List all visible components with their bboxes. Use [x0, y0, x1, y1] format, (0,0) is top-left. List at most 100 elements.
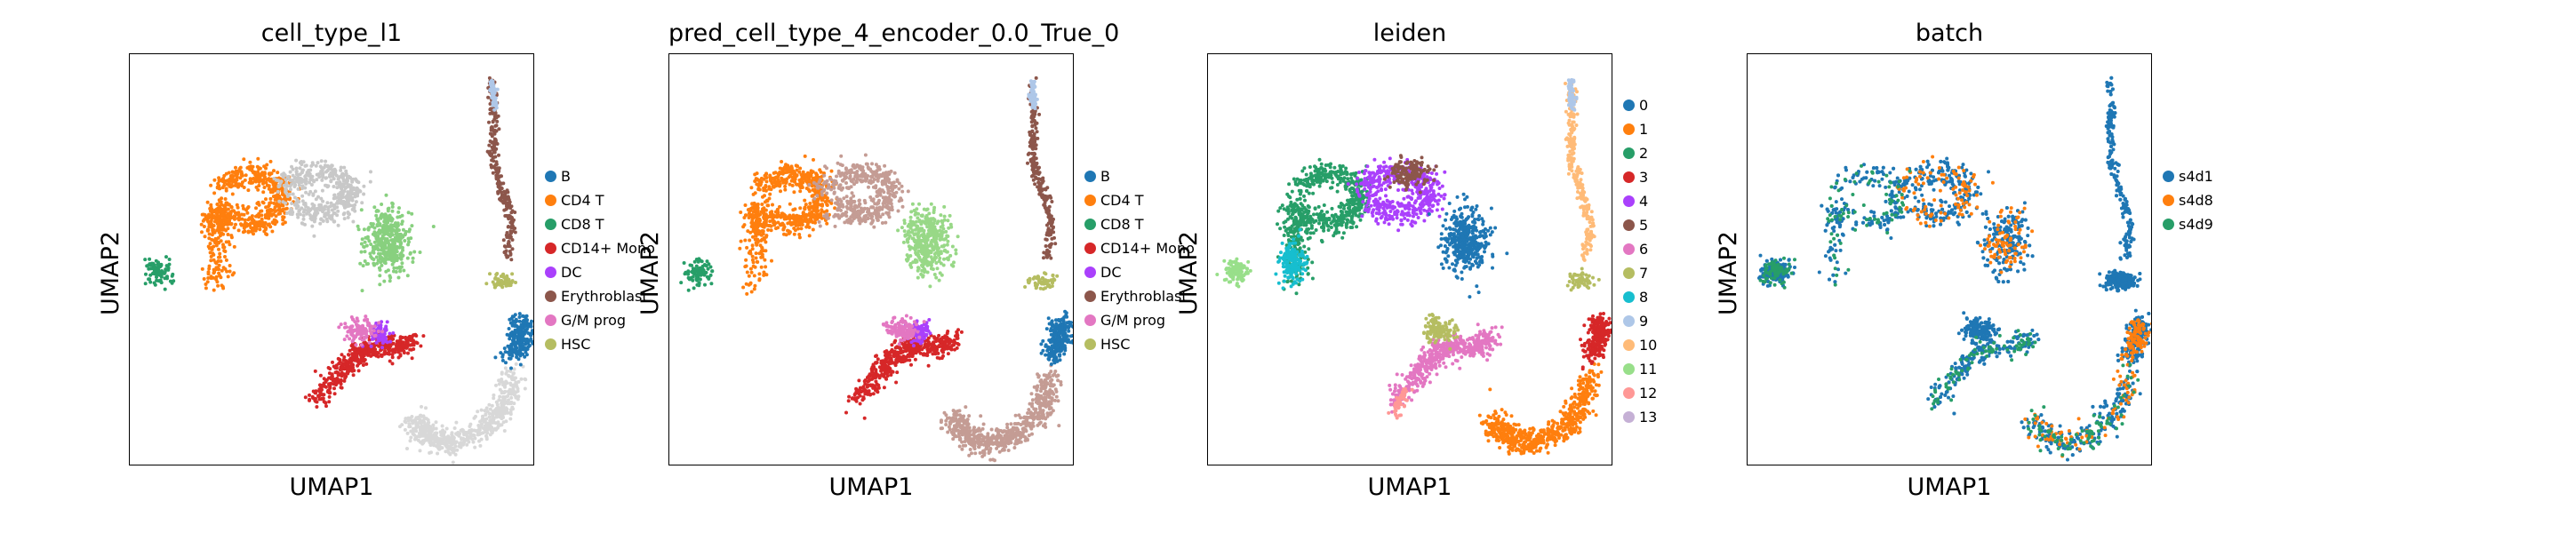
- legend-marker: [545, 290, 556, 302]
- legend-marker: [1623, 314, 1635, 327]
- legend-marker: [1623, 290, 1635, 303]
- legend-label: 8: [1639, 288, 1649, 306]
- legend-marker: [1623, 338, 1635, 351]
- legend-item: 8: [1623, 288, 1648, 306]
- cluster-tail: [398, 362, 528, 465]
- x-axis-label: UMAP1: [828, 473, 914, 501]
- y-axis-label: UMAP2: [1175, 231, 1203, 315]
- legend-label: DC: [1100, 263, 1122, 281]
- panel-title: pred_cell_type_4_encoder_0.0_True_0: [668, 20, 1120, 47]
- legend-item: 2: [1623, 144, 1648, 162]
- legend-marker: [1084, 218, 1096, 230]
- legend-marker: [545, 218, 556, 230]
- legend-marker: [1623, 171, 1635, 183]
- cluster-hsc_small: [1023, 271, 1060, 291]
- cluster-branch: [303, 330, 426, 409]
- legend-item: B: [1084, 167, 1110, 185]
- legend-item: 12: [1623, 384, 1657, 402]
- legend-label: G/M prog: [561, 311, 627, 329]
- legend-label: 9: [1639, 312, 1649, 330]
- cluster-branch: [844, 328, 964, 420]
- legend-item: 11: [1623, 360, 1657, 378]
- plot-area: [668, 53, 1074, 465]
- legend-item: 9: [1623, 312, 1648, 330]
- legend-marker: [1623, 219, 1635, 231]
- legend-label: 11: [1639, 360, 1658, 378]
- legend-item: 4: [1623, 192, 1648, 210]
- legend-label: CD4 T: [1100, 191, 1144, 209]
- legend-item: s4d9: [2163, 215, 2213, 233]
- cluster-mono_big: [356, 193, 436, 293]
- legend-item: 13: [1623, 408, 1657, 426]
- legend-marker: [1623, 410, 1635, 423]
- legend-marker: [1084, 338, 1096, 350]
- legend-marker: [545, 170, 556, 182]
- cluster-tail: [1477, 362, 1604, 456]
- x-axis-label: UMAP1: [289, 473, 374, 501]
- legend-item: G/M prog: [545, 311, 626, 329]
- cluster-tcell_top: [807, 153, 910, 229]
- panel-title: leiden: [1372, 20, 1447, 47]
- umap-scatter: [143, 76, 533, 465]
- legend-marker: [545, 242, 556, 254]
- legend-item: 5: [1623, 216, 1648, 234]
- legend-label: s4d1: [2179, 167, 2213, 185]
- panel-title: cell_type_l1: [260, 20, 403, 47]
- legend-marker: [2163, 194, 2174, 206]
- legend-marker: [1623, 266, 1635, 279]
- y-axis-label: UMAP2: [1715, 231, 1742, 315]
- cluster-tcell_top: [1346, 156, 1447, 233]
- legend-item: 6: [1623, 240, 1648, 258]
- legend-item: s4d8: [2163, 191, 2213, 209]
- legend-item: B: [545, 167, 571, 185]
- cluster-green_mix: [1758, 163, 2140, 457]
- cluster-pink_tip: [1387, 386, 1414, 420]
- legend-marker: [1623, 362, 1635, 375]
- legend-label: 2: [1639, 144, 1649, 162]
- cluster-bcells: [1579, 312, 1612, 371]
- legend-label: HSC: [561, 335, 591, 353]
- legend-item: CD8 T: [545, 215, 604, 233]
- y-axis-label: UMAP2: [636, 231, 664, 315]
- legend-label: Erythroblast: [561, 287, 648, 305]
- legend-label: 1: [1639, 120, 1649, 138]
- legend-marker: [1623, 123, 1635, 135]
- legend-item: s4d1: [2163, 167, 2213, 185]
- cluster-brown_blob: [1382, 154, 1438, 195]
- scatter-panel: leiden UMAP1 UMAP2 0 1 2 3 4 5 6 7 8 9 10 11 12 13: [1136, 0, 1776, 533]
- legend-label: 12: [1639, 384, 1658, 402]
- legend-label: G/M prog: [1100, 311, 1166, 329]
- cluster-light_blue_top: [488, 78, 500, 112]
- legend-marker: [1084, 194, 1096, 206]
- cluster-eryth_line: [485, 76, 517, 262]
- cluster-cd4: [738, 154, 840, 296]
- scatter-panel: cell_type_l1 UMAP1 UMAP2 B CD4 T CD8 T CD14+ M…: [58, 0, 698, 533]
- plot-area: [1747, 53, 2152, 465]
- cluster-tcell_top: [272, 158, 372, 238]
- cluster-branch: [1388, 322, 1504, 414]
- legend-marker: [1623, 386, 1635, 399]
- legend-item: CD14+ Mono: [1084, 239, 1195, 257]
- cluster-hsc_small: [1565, 266, 1601, 292]
- legend-marker: [545, 338, 556, 350]
- legend-marker: [545, 194, 556, 206]
- legend-marker: [1084, 314, 1096, 326]
- cluster-bcells: [1039, 309, 1073, 366]
- legend-label: 4: [1639, 192, 1649, 210]
- cluster-mono_big: [1427, 192, 1509, 299]
- legend-marker: [1623, 243, 1635, 255]
- legend-label: 6: [1639, 240, 1649, 258]
- legend-item: HSC: [1084, 335, 1130, 353]
- cluster-eryth_line: [1026, 76, 1058, 260]
- legend-item: CD4 T: [1084, 191, 1144, 209]
- legend-item: Erythroblast: [1084, 287, 1188, 305]
- legend-marker: [1623, 147, 1635, 159]
- legend-item: 0: [1623, 96, 1648, 114]
- legend-label: CD14+ Mono: [561, 239, 655, 257]
- legend-item: G/M prog: [1084, 311, 1165, 329]
- legend-marker: [1084, 290, 1096, 302]
- legend-item: 10: [1623, 336, 1657, 354]
- legend-marker: [545, 266, 556, 278]
- legend-label: 7: [1639, 264, 1649, 282]
- umap-scatter: [1757, 76, 2151, 462]
